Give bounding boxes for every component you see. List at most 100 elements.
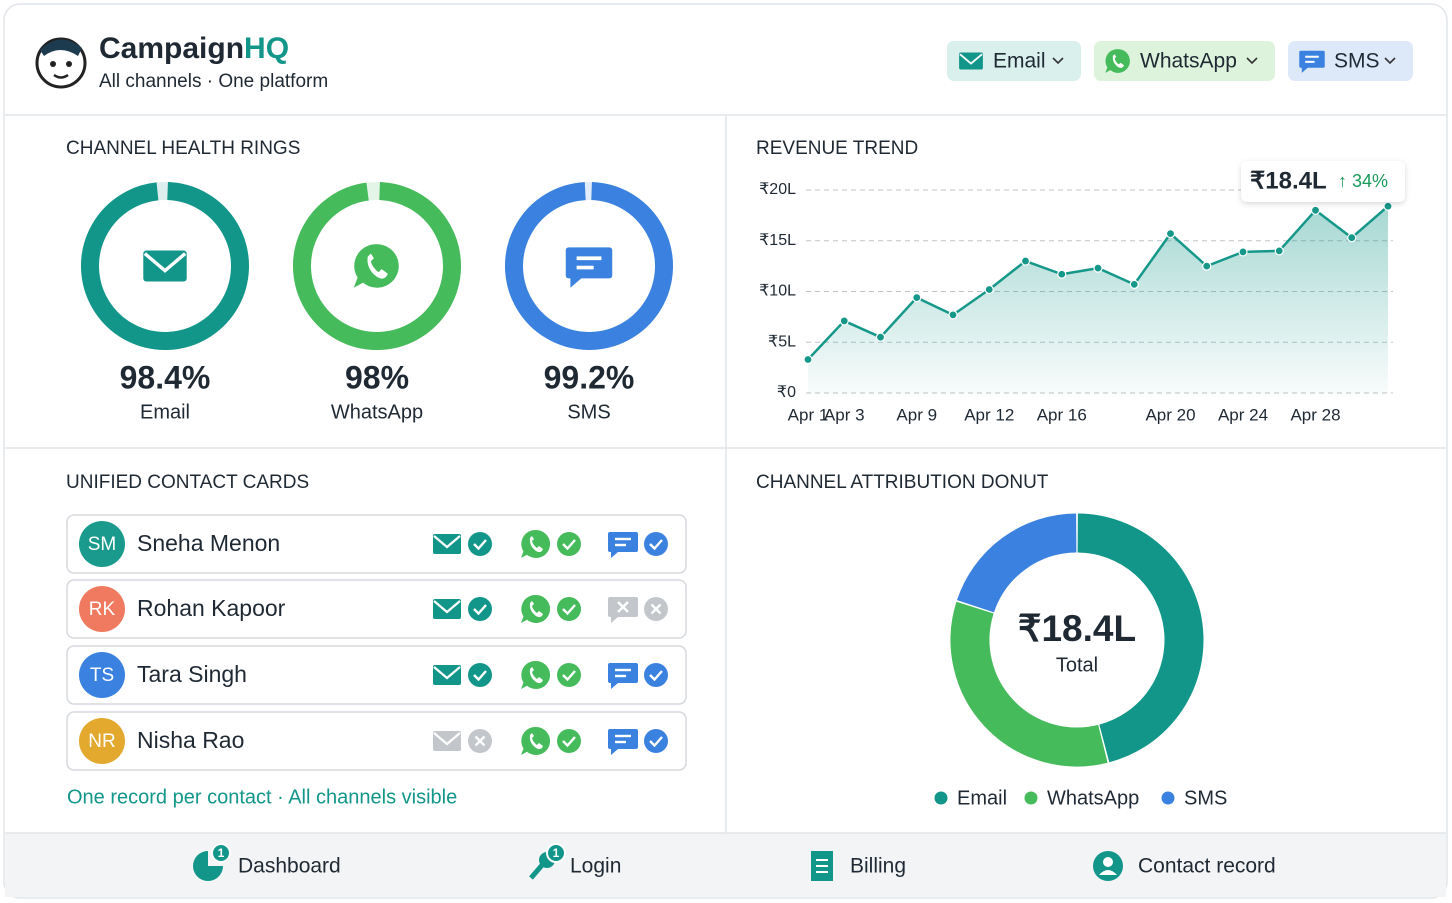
- contact-card[interactable]: TS Tara Singh: [66, 645, 687, 705]
- envelope-flap: [433, 535, 461, 549]
- ring-arc: [293, 182, 461, 350]
- whatsapp-icon: [353, 244, 399, 288]
- tooltip-value: ₹18.4L: [1250, 167, 1327, 194]
- user-head: [1103, 857, 1113, 867]
- nav-bar: [5, 833, 1446, 897]
- envelope-flap: [143, 252, 187, 273]
- bubble: [353, 244, 399, 288]
- sms-icon: [608, 663, 638, 689]
- tagline: All channels · One platform: [99, 71, 328, 92]
- nav-item[interactable]: 1 Login: [529, 843, 621, 880]
- email-icon: [433, 534, 461, 554]
- status-ok: [557, 597, 581, 621]
- point: [1165, 229, 1176, 239]
- contacts-footer: One record per contact · All channels vi…: [67, 786, 457, 808]
- avatar: [79, 718, 125, 764]
- phone: [1112, 54, 1124, 68]
- check: [562, 604, 576, 616]
- key-shaft: [529, 862, 545, 880]
- status-ok: [557, 729, 581, 753]
- card-bg: [66, 579, 687, 639]
- x-tick-label: Apr 24: [1218, 405, 1268, 424]
- brand-name: Campaign: [99, 32, 244, 65]
- cross: [617, 601, 629, 613]
- email-icon: [433, 599, 461, 619]
- bubble: [521, 594, 551, 623]
- bubble: [521, 726, 551, 755]
- nav-label: Dashboard: [238, 855, 341, 878]
- donut-segment: [1077, 513, 1204, 763]
- cross: [474, 735, 486, 747]
- x-tick-label: Apr 20: [1145, 405, 1195, 424]
- status-ok: [644, 532, 668, 556]
- badge: [211, 843, 231, 863]
- point: [1020, 256, 1031, 266]
- status-ok: [468, 663, 492, 687]
- ring-arc: [505, 182, 673, 350]
- check: [562, 670, 576, 682]
- x-tick-label: Apr 16: [1037, 405, 1087, 424]
- point: [1202, 261, 1212, 271]
- avatar-initials: TS: [90, 665, 114, 686]
- button-bg: [947, 41, 1081, 81]
- nav-label: Billing: [850, 855, 906, 878]
- point: [803, 354, 813, 365]
- logo: [35, 37, 87, 89]
- sms-icon: [608, 532, 638, 558]
- x-tick-label: Apr 12: [964, 405, 1014, 424]
- channel-button[interactable]: WhatsApp: [1094, 41, 1275, 81]
- phone: [529, 601, 543, 618]
- tooltip: ₹18.4L ↑ 34%: [1241, 161, 1405, 202]
- contact-name: Tara Singh: [137, 661, 247, 687]
- avatar-initials: SM: [88, 534, 117, 555]
- envelope: [433, 599, 461, 619]
- point: [1347, 233, 1357, 243]
- envelope: [433, 731, 461, 751]
- check: [649, 736, 663, 748]
- y-tick-label: ₹20L: [759, 181, 796, 198]
- legend-dot: [1024, 791, 1038, 805]
- donut-center-value: ₹18.4L: [1018, 608, 1136, 649]
- ring-label: SMS: [567, 401, 610, 423]
- email-icon: [143, 250, 187, 282]
- x-tick-label: Apr 3: [824, 405, 865, 424]
- nav-item[interactable]: Billing: [811, 851, 906, 881]
- status-ok: [644, 663, 668, 687]
- channel-button[interactable]: SMS: [1288, 41, 1413, 81]
- email-icon: [433, 731, 461, 751]
- phone: [529, 536, 543, 553]
- user-body: [1099, 870, 1117, 875]
- badge-count: 1: [553, 846, 560, 860]
- y-tick-label: ₹10L: [759, 283, 796, 300]
- bubble: [521, 660, 551, 689]
- check: [649, 539, 663, 551]
- donut-center-label: Total: [1056, 654, 1098, 676]
- point: [1238, 247, 1248, 257]
- nav-item[interactable]: Contact record: [1093, 851, 1276, 881]
- ring-arc: [81, 182, 249, 350]
- badge-count: 1: [218, 846, 225, 860]
- point: [912, 292, 922, 303]
- whatsapp-icon: [521, 660, 551, 689]
- nav-label: Contact record: [1138, 855, 1276, 878]
- chevron: [1246, 57, 1258, 65]
- phone: [529, 733, 543, 750]
- point: [1093, 263, 1103, 273]
- sms-icon: [1299, 50, 1325, 73]
- envelope: [433, 665, 461, 685]
- point: [1057, 269, 1067, 279]
- channel-button[interactable]: Email: [947, 41, 1081, 81]
- contact-card[interactable]: RK Rohan Kapoor: [66, 579, 687, 639]
- envelope-flap: [433, 732, 461, 746]
- point: [1383, 201, 1393, 211]
- point: [1310, 205, 1321, 215]
- point: [1274, 246, 1284, 256]
- ring-value: 99.2%: [544, 359, 635, 395]
- check: [562, 539, 576, 551]
- nav-item[interactable]: 1 Dashboard: [193, 843, 341, 881]
- brand: CampaignHQ: [99, 32, 289, 65]
- contact-card[interactable]: SM Sneha Menon: [66, 514, 687, 574]
- tooltip-change: ↑ 34%: [1338, 171, 1388, 191]
- contact-card[interactable]: NR Nisha Rao: [66, 711, 687, 771]
